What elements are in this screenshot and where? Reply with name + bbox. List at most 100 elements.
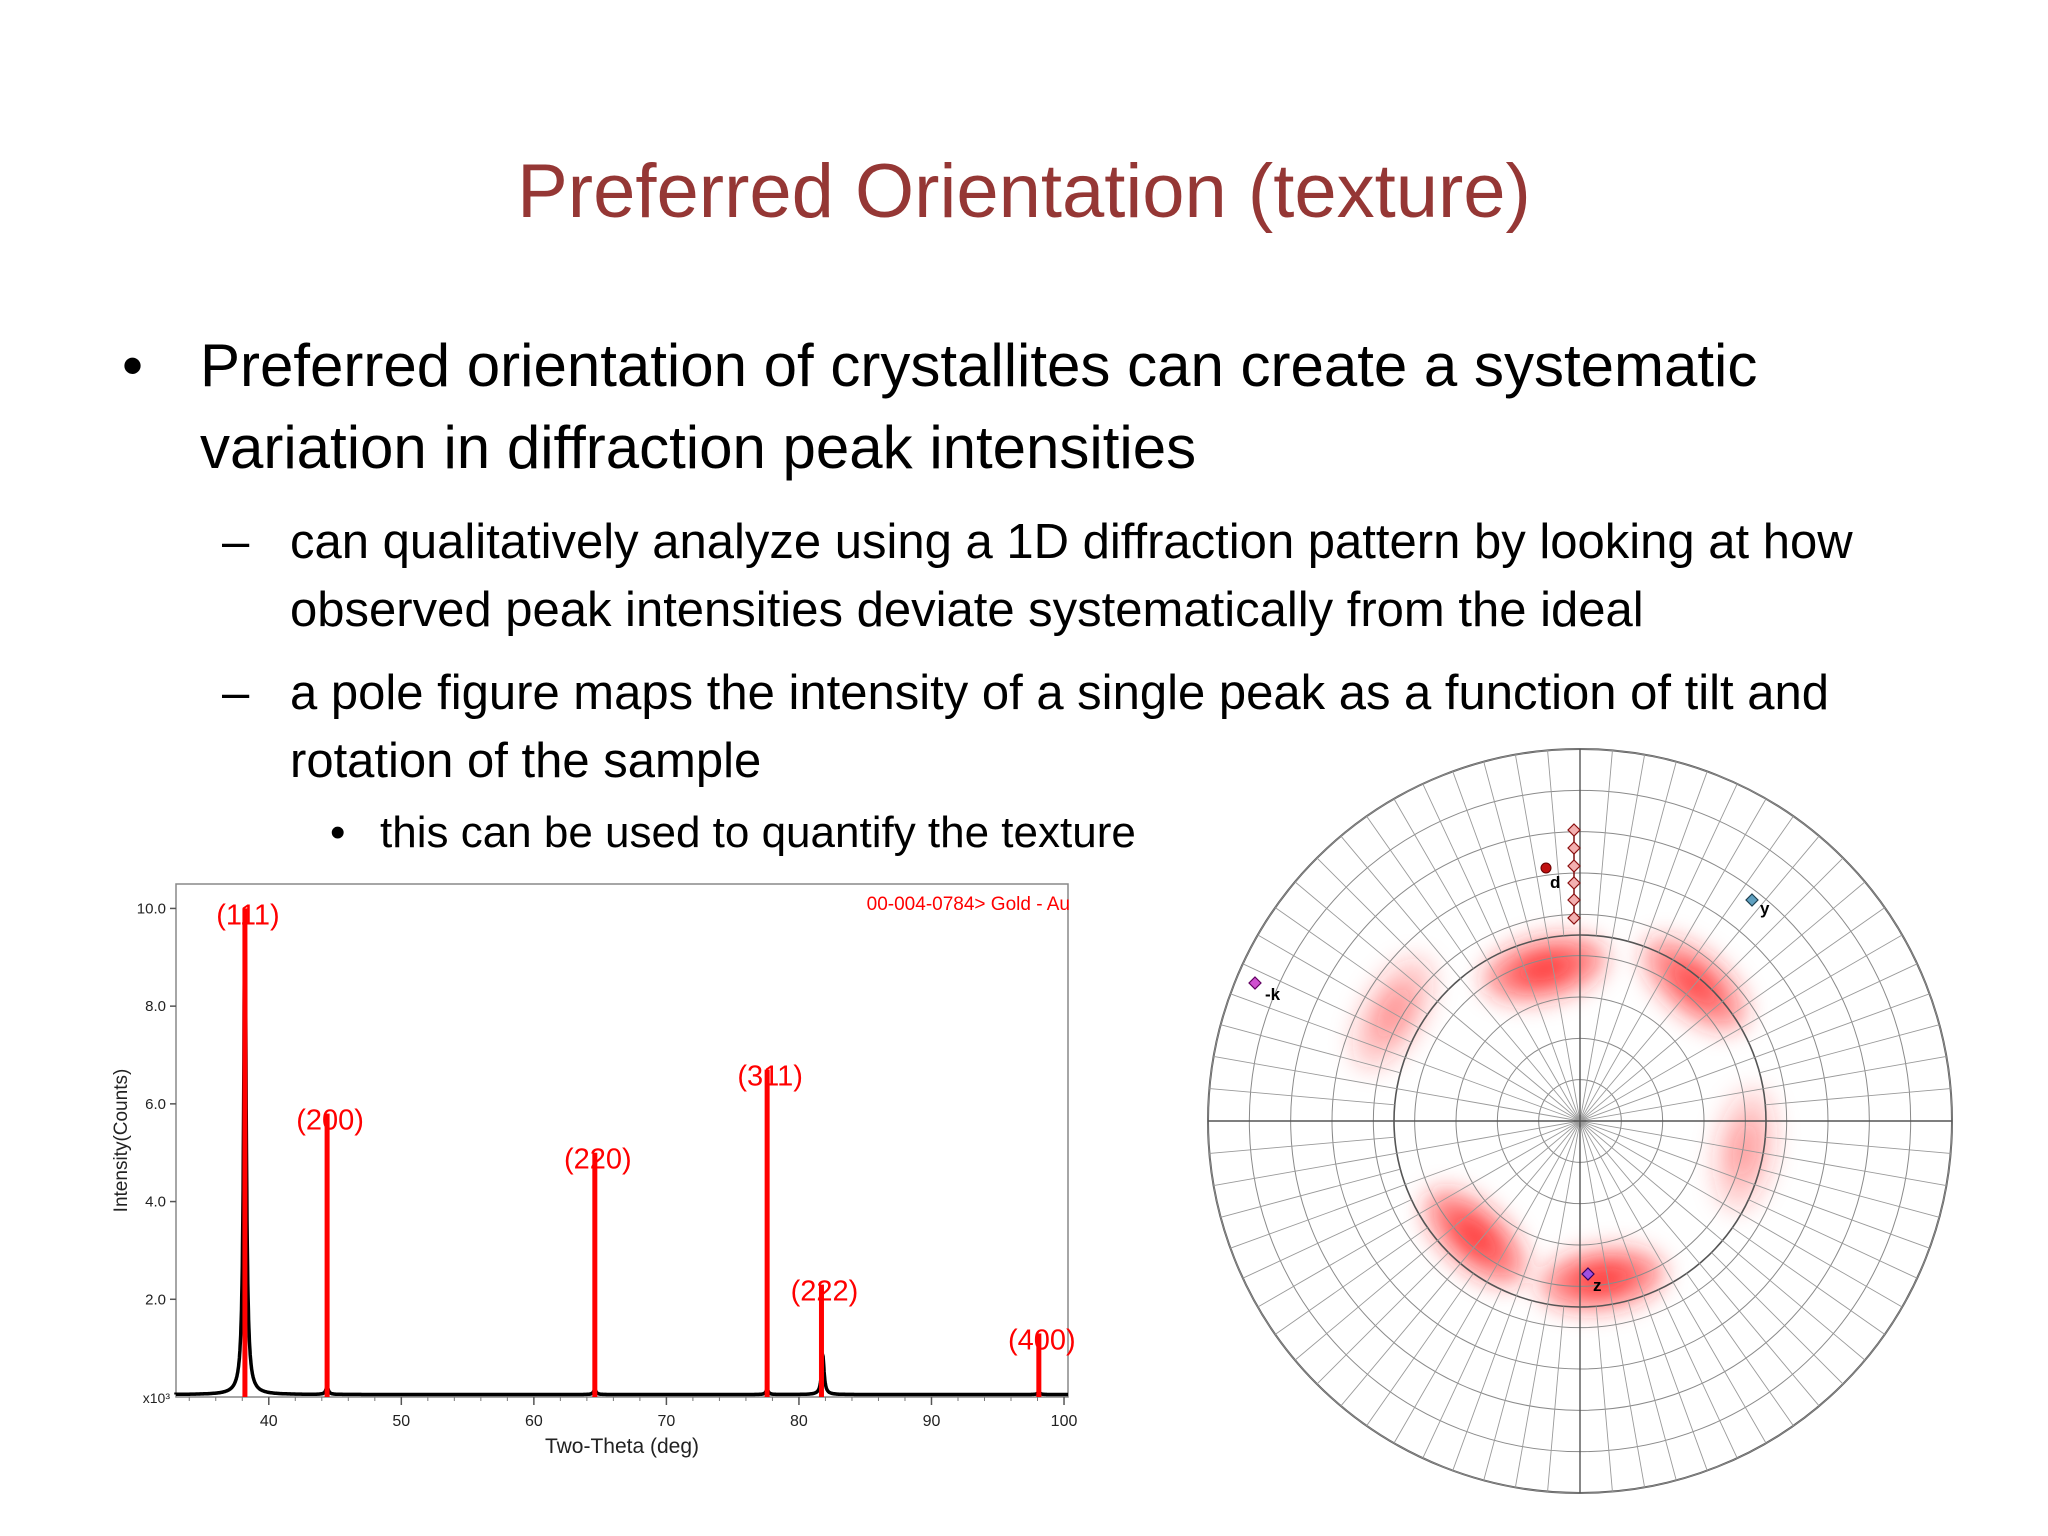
grid-radial-line xyxy=(1547,1306,1565,1492)
grid-radial-line xyxy=(1220,1024,1401,1074)
grid-radial-line xyxy=(1275,907,1428,1015)
legend-entry: 00-004-0784> Gold - Au xyxy=(867,894,1070,915)
pole-marker-label: -k xyxy=(1265,985,1281,1004)
y-multiplier-label: x10³ xyxy=(143,1390,171,1406)
x-tick-label: 70 xyxy=(658,1413,676,1430)
marker-diamond xyxy=(1567,859,1581,873)
marker-diamond xyxy=(1567,893,1581,907)
grid-radial-line xyxy=(1452,771,1581,1122)
grid-radial-line xyxy=(1579,835,1820,1122)
grid-radial-line xyxy=(1316,857,1449,990)
peak-label: (222) xyxy=(791,1276,859,1308)
marker-diamond xyxy=(1567,841,1581,855)
plot-frame xyxy=(175,883,1069,1398)
pole-marker-label: y xyxy=(1760,899,1770,918)
peak-label: (311) xyxy=(737,1061,803,1093)
grid-radial-line xyxy=(1627,1300,1677,1481)
grid-radial-line xyxy=(1220,1168,1401,1218)
grid-radial-line xyxy=(1759,1168,1940,1218)
marker-d xyxy=(1540,862,1552,874)
grid-radial-line xyxy=(1595,1306,1613,1492)
grid-radial-line xyxy=(1658,1289,1738,1459)
grid-radial-line xyxy=(1452,1120,1581,1471)
x-tick-label: 40 xyxy=(260,1413,278,1430)
grid-radial-line xyxy=(1765,1088,1951,1106)
marker-k xyxy=(1248,976,1262,990)
grid-radial-line xyxy=(1366,816,1474,969)
y-tick-label: 8.0 xyxy=(145,998,166,1015)
marker-z xyxy=(1581,1267,1595,1281)
y-tick-label: 2.0 xyxy=(145,1291,166,1308)
pole-marker-label: z xyxy=(1593,1276,1602,1295)
grid-radial-line xyxy=(1579,1055,1947,1122)
grid-radial-line xyxy=(1209,1088,1395,1106)
grid-radial-line xyxy=(1230,993,1581,1122)
grid-radial-line xyxy=(1579,1120,1930,1249)
grid-radial-line xyxy=(1595,750,1613,936)
grid-radial-line xyxy=(1483,1300,1533,1481)
grid-radial-line xyxy=(1579,934,1903,1122)
grid-radial-line xyxy=(1242,963,1412,1043)
grid-radial-line xyxy=(1230,1120,1581,1249)
marker-y xyxy=(1745,893,1759,907)
marker-diamond xyxy=(1567,823,1581,837)
grid-radial-line xyxy=(1579,754,1646,1122)
marker-diamond xyxy=(1567,876,1581,890)
grid-radial-line xyxy=(1294,1120,1581,1361)
grid-radial-line xyxy=(1579,993,1930,1122)
grid-radial-line xyxy=(1579,1120,1820,1407)
grid-radial-line xyxy=(1579,798,1767,1122)
grid-radial-line xyxy=(1627,761,1677,942)
grid-radial-line xyxy=(1209,1136,1395,1154)
y-tick-label: 10.0 xyxy=(137,900,166,917)
grid-radial-line xyxy=(1294,881,1581,1122)
x-tick-label: 90 xyxy=(923,1413,941,1430)
grid-radial-line xyxy=(1483,761,1533,942)
grid-radial-line xyxy=(1748,1199,1918,1279)
grid-radial-line xyxy=(1579,1120,1866,1361)
grid-radial-line xyxy=(1257,1120,1581,1308)
grid-radial-line xyxy=(1242,1199,1412,1279)
grid-radial-line xyxy=(1686,816,1794,969)
grid-radial-line xyxy=(1547,750,1565,936)
grid-radial-line xyxy=(1579,1120,1947,1187)
pole-figure: d y -k z xyxy=(1207,748,1953,1494)
grid-radial-line xyxy=(1422,1289,1502,1459)
grid-radial-line xyxy=(1340,835,1581,1122)
grid-radial-line xyxy=(1579,881,1866,1122)
grid-radial-line xyxy=(1275,1227,1428,1335)
grid-radial-line xyxy=(1213,1120,1581,1187)
grid-radial-line xyxy=(1393,798,1581,1122)
grid-radial-line xyxy=(1686,1273,1794,1426)
grid-radial-line xyxy=(1765,1136,1951,1154)
grid-radial-line xyxy=(1422,783,1502,953)
y-tick-label: 4.0 xyxy=(145,1194,166,1211)
grid-radial-line xyxy=(1579,1120,1767,1444)
bullet-1-text: Preferred orientation of crystallites ca… xyxy=(200,332,1758,481)
grid-radial-line xyxy=(1514,1120,1581,1488)
grid-radial-line xyxy=(1658,783,1738,953)
grid-radial-line xyxy=(1748,963,1918,1043)
grid-radial-line xyxy=(1759,1024,1940,1074)
grid-radial-line xyxy=(1257,934,1581,1122)
grid-radial-line xyxy=(1579,1120,1708,1471)
sub-bullet-marker: – xyxy=(222,666,250,720)
x-tick-label: 100 xyxy=(1051,1413,1078,1430)
grid-radial-line xyxy=(1732,907,1885,1015)
xrd-pattern-chart: (111) (200) (220) (311) (222) (400) 40 50 60 70 80… xyxy=(111,883,1078,1458)
peak-label: (200) xyxy=(296,1105,364,1137)
sub-bullet-marker: – xyxy=(222,515,250,569)
sub-bullet-1-text: can qualitatively analyze using a 1D dif… xyxy=(290,515,1853,637)
peak-label: (111) xyxy=(216,899,279,931)
intensity-spot-core xyxy=(1451,1214,1500,1260)
x-tick-label: 80 xyxy=(790,1413,808,1430)
bullet-marker: • xyxy=(122,332,144,399)
grid-radial-line xyxy=(1366,1273,1474,1426)
grid-radial-line xyxy=(1711,857,1844,990)
sub-sub-bullet-marker: • xyxy=(330,808,346,857)
grid-radial-line xyxy=(1340,1120,1581,1407)
marker-diamond xyxy=(1567,911,1581,925)
slide-title: Preferred Orientation (texture) xyxy=(517,149,1531,234)
sub-sub-bullet-text: this can be used to quantify the texture xyxy=(380,808,1136,857)
y-axis-label: Intensity(Counts) xyxy=(111,1069,132,1213)
